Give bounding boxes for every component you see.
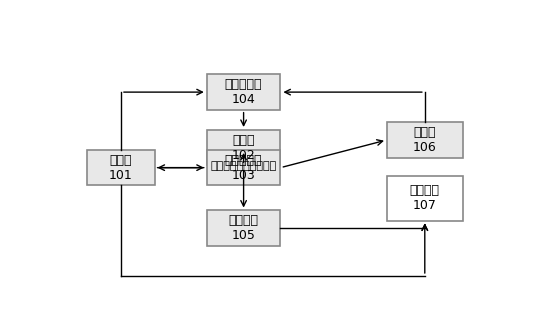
Text: 光纤跳线或长距离光纤: 光纤跳线或长距离光纤 [211,162,277,171]
Text: 可调衰减器
103: 可调衰减器 103 [225,154,262,182]
Text: 测试平台
107: 测试平台 107 [410,184,440,213]
Text: 接收器
106: 接收器 106 [413,126,437,154]
FancyBboxPatch shape [207,75,281,110]
Text: 光功率计
105: 光功率计 105 [228,214,259,242]
FancyBboxPatch shape [207,130,281,165]
Text: 误码分析仪
104: 误码分析仪 104 [225,78,262,106]
FancyBboxPatch shape [87,150,155,185]
FancyBboxPatch shape [387,177,463,220]
FancyBboxPatch shape [207,211,281,246]
FancyBboxPatch shape [207,150,281,185]
Text: 发送器
102: 发送器 102 [232,133,255,162]
FancyBboxPatch shape [387,122,463,158]
Text: 计算机
101: 计算机 101 [109,154,133,182]
